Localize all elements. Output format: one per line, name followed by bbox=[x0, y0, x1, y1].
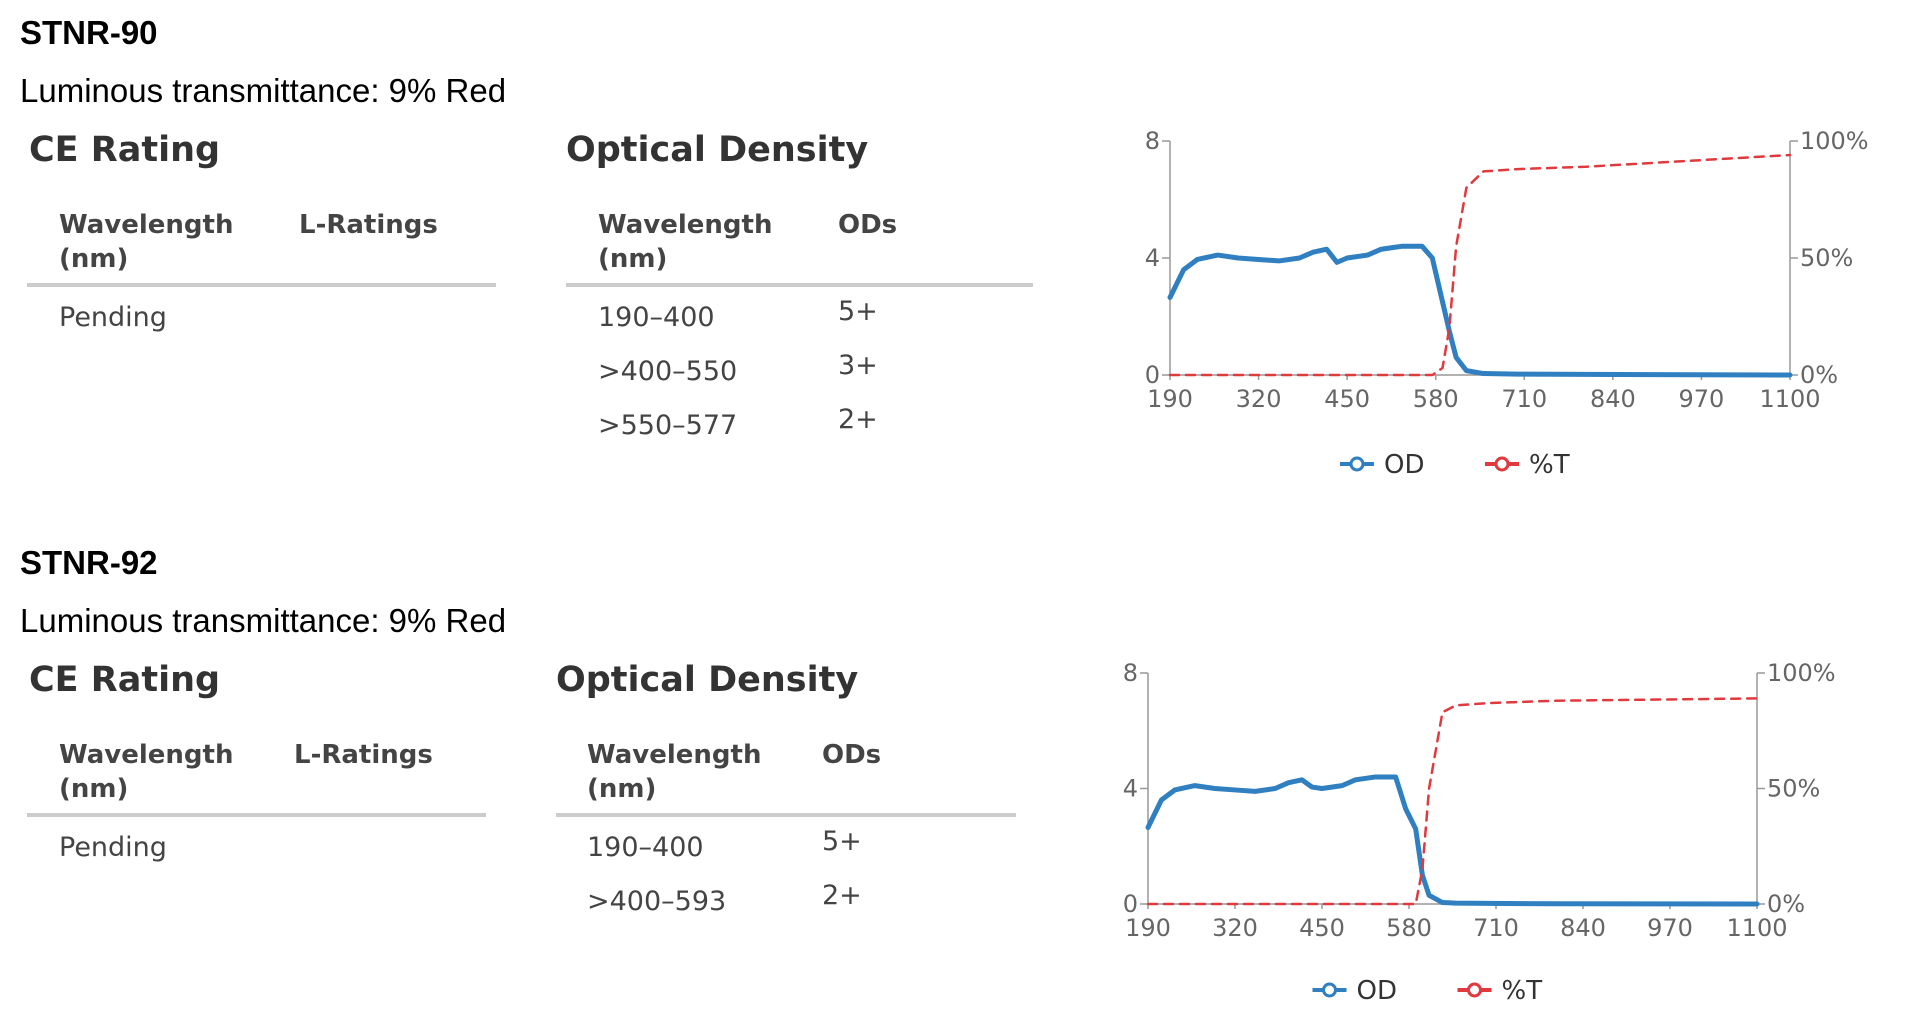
x-tick-label: 840 bbox=[1560, 914, 1606, 942]
table-rule bbox=[27, 813, 486, 817]
legend-label: %T bbox=[1502, 976, 1543, 1006]
legend-marker bbox=[1494, 456, 1510, 472]
product-title: STNR-90 bbox=[20, 14, 158, 51]
legend-marker bbox=[1349, 456, 1365, 472]
series-line bbox=[1168, 153, 1792, 377]
table-heading: CE Rating bbox=[29, 660, 221, 700]
x-tick-label: 710 bbox=[1501, 385, 1547, 413]
table-cell: 190–400 bbox=[598, 302, 715, 333]
y2-tick-label: 100% bbox=[1800, 127, 1869, 155]
table-cell: >550–577 bbox=[598, 410, 738, 441]
legend-label: OD bbox=[1357, 976, 1398, 1006]
x-tick-label: 840 bbox=[1590, 385, 1636, 413]
column-header: L-Ratings bbox=[299, 210, 438, 240]
x-tick-label: 580 bbox=[1386, 914, 1432, 942]
y-tick-label: 0 bbox=[1123, 890, 1138, 918]
y2-tick-label: 0% bbox=[1767, 890, 1805, 918]
table-rule bbox=[566, 283, 1033, 287]
x-tick-label: 320 bbox=[1212, 914, 1258, 942]
table-cell: >400–593 bbox=[587, 886, 727, 917]
legend-marker bbox=[1467, 982, 1482, 998]
x-tick-label: 1100 bbox=[1726, 914, 1787, 942]
column-header: Wavelength (nm) bbox=[598, 210, 773, 274]
x-tick-label: 970 bbox=[1679, 385, 1725, 413]
transmittance: Luminous transmittance: 9% Red bbox=[20, 602, 507, 639]
table-cell: 2+ bbox=[838, 404, 878, 435]
column-header: ODs bbox=[838, 210, 898, 240]
table-cell: 3+ bbox=[838, 350, 878, 381]
column-header: Wavelength (nm) bbox=[59, 740, 234, 804]
table-cell: >400–550 bbox=[598, 356, 738, 387]
table-rule bbox=[27, 283, 496, 287]
column-header: Wavelength (nm) bbox=[59, 210, 234, 274]
y-tick-label: 4 bbox=[1145, 244, 1160, 272]
transmittance: Luminous transmittance: 9% Red bbox=[20, 72, 507, 109]
x-tick-label: 580 bbox=[1413, 385, 1459, 413]
legend-marker bbox=[1322, 982, 1337, 998]
product-title: STNR-92 bbox=[20, 544, 158, 581]
legend-label: OD bbox=[1384, 450, 1425, 480]
y2-tick-label: 100% bbox=[1767, 659, 1836, 687]
y-tick-label: 0 bbox=[1145, 361, 1160, 389]
table-cell: 190–400 bbox=[587, 832, 704, 863]
y2-tick-label: 50% bbox=[1767, 775, 1820, 803]
table-cell: Pending bbox=[59, 832, 167, 863]
y-tick-label: 8 bbox=[1123, 659, 1138, 687]
table-cell: Pending bbox=[59, 302, 167, 333]
y2-tick-label: 50% bbox=[1800, 244, 1853, 272]
table-rule bbox=[556, 813, 1016, 817]
column-header: Wavelength (nm) bbox=[587, 740, 762, 804]
table-cell: 2+ bbox=[822, 880, 862, 911]
table-heading: CE Rating bbox=[29, 130, 221, 170]
x-tick-label: 450 bbox=[1324, 385, 1370, 413]
x-tick-label: 190 bbox=[1125, 914, 1171, 942]
y2-tick-label: 0% bbox=[1800, 361, 1838, 389]
y-tick-label: 4 bbox=[1123, 775, 1138, 803]
x-tick-label: 190 bbox=[1147, 385, 1193, 413]
series-line bbox=[1146, 697, 1759, 906]
column-header: L-Ratings bbox=[294, 740, 433, 770]
x-tick-label: 450 bbox=[1299, 914, 1345, 942]
table-cell: 5+ bbox=[822, 826, 862, 857]
table-heading: Optical Density bbox=[566, 130, 869, 170]
x-tick-label: 970 bbox=[1647, 914, 1693, 942]
x-tick-label: 710 bbox=[1473, 914, 1519, 942]
column-header: ODs bbox=[822, 740, 882, 770]
x-tick-label: 1100 bbox=[1759, 385, 1820, 413]
table-cell: 5+ bbox=[838, 296, 878, 327]
y-tick-label: 8 bbox=[1145, 127, 1160, 155]
series-line bbox=[1167, 243, 1793, 378]
x-tick-label: 320 bbox=[1236, 385, 1282, 413]
legend-label: %T bbox=[1529, 450, 1570, 480]
series-line bbox=[1145, 774, 1760, 907]
table-heading: Optical Density bbox=[556, 660, 859, 700]
